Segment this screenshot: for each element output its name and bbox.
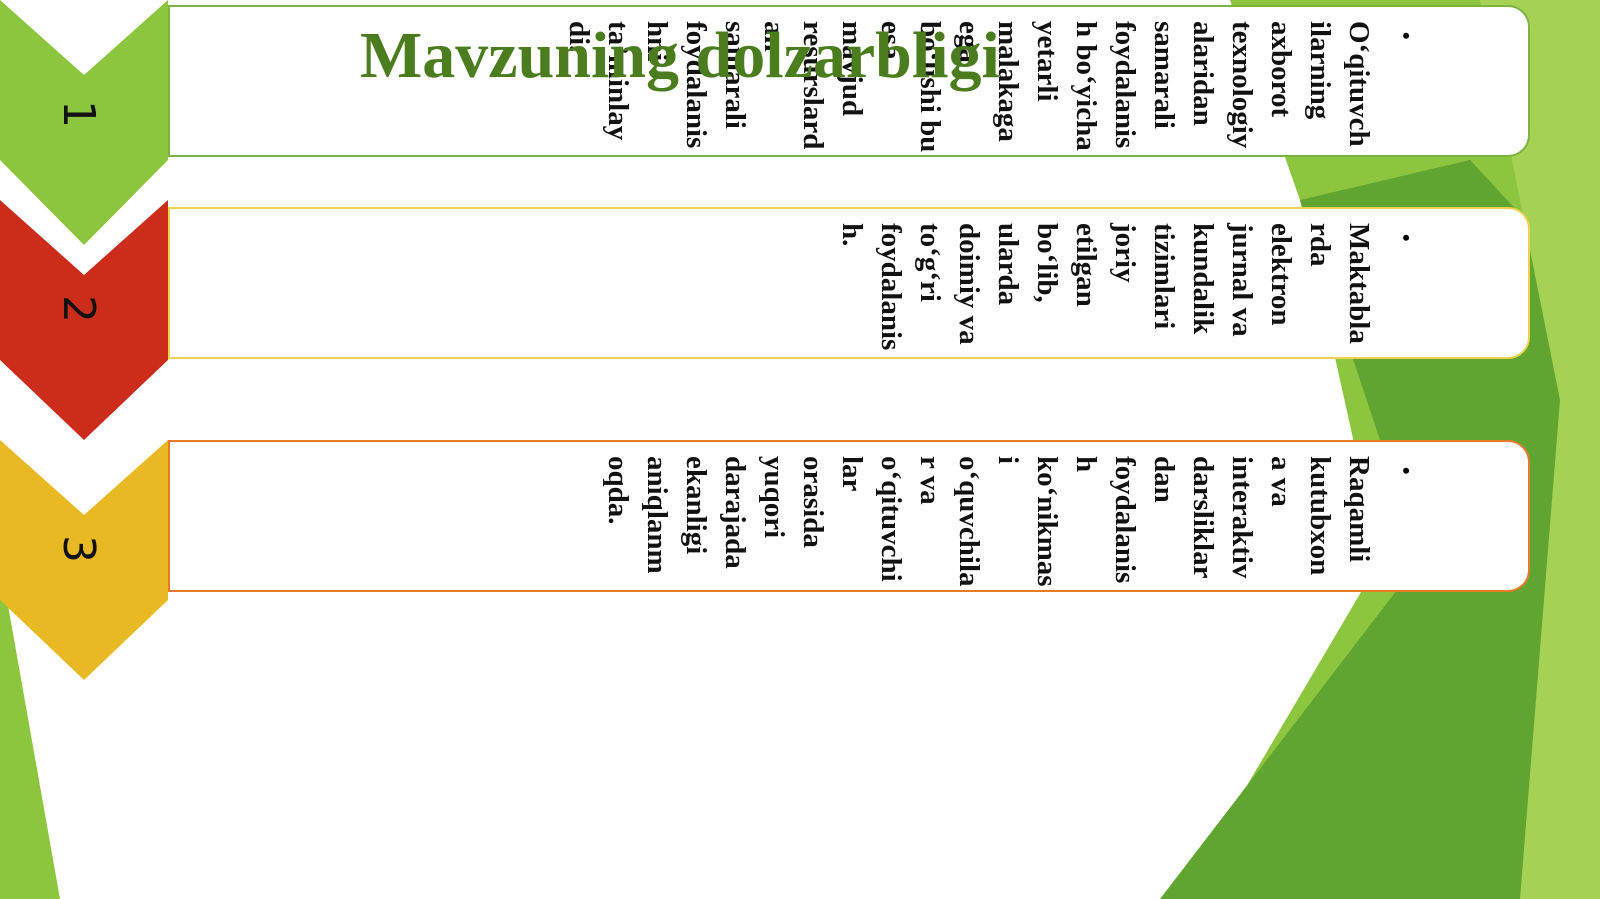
- bullet: •: [1402, 225, 1410, 250]
- item-text: O‘qituvchilarning axborot texnologiyalar…: [563, 21, 1375, 153]
- item-number: 1: [53, 100, 104, 128]
- item-box: • O‘qituvchilarning axborot texnologiyal…: [168, 5, 1530, 157]
- bullet: •: [1402, 458, 1410, 483]
- item-text: Maktablarda elektron jurnal va kundalik …: [836, 223, 1375, 351]
- item-number: 2: [53, 295, 104, 323]
- item-box: • Maktablarda elektron jurnal va kundali…: [168, 207, 1530, 359]
- bullet: •: [1402, 23, 1410, 48]
- slide-title: Mavzuning dolzarbligi: [360, 19, 1000, 92]
- item-text: Raqamli kutubxona va interaktiv darslikl…: [602, 456, 1375, 587]
- item-box: • Raqamli kutubxona va interaktiv darsli…: [168, 440, 1530, 592]
- item-number: 3: [53, 535, 104, 563]
